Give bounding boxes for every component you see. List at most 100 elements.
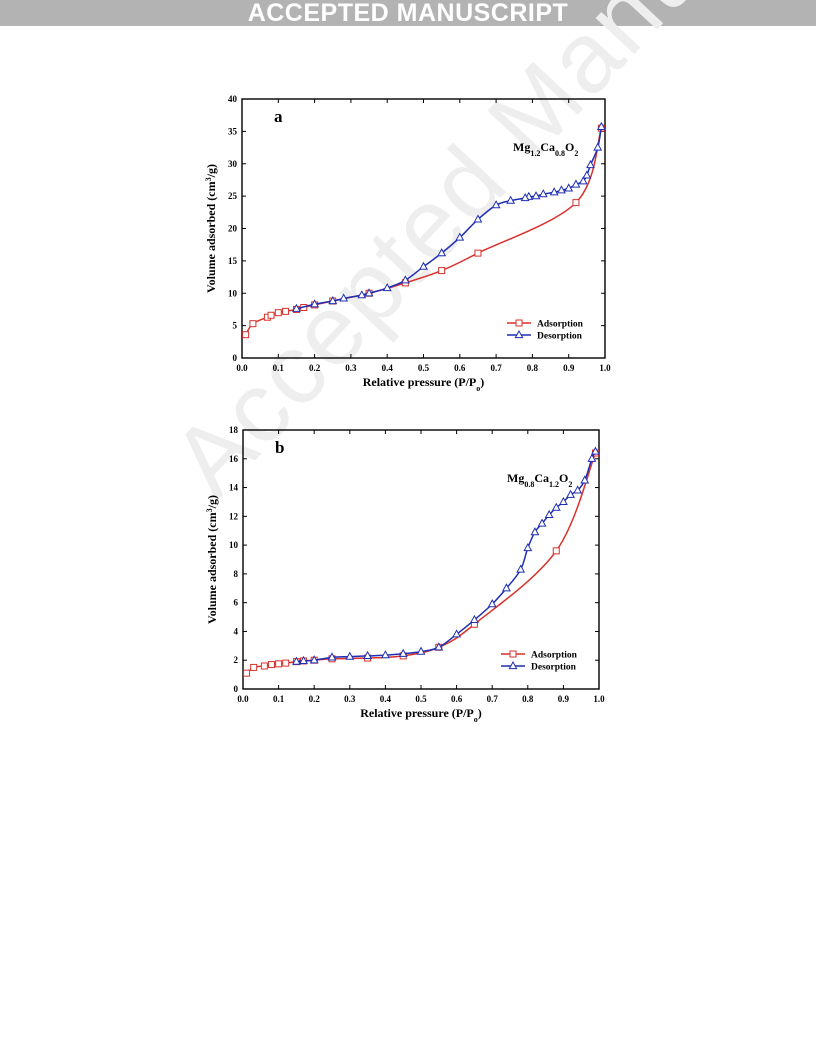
data-point-desorption [544,509,554,518]
y-tick-label: 40 [228,94,238,104]
x-tick-label: 0.5 [415,694,427,704]
data-point-desorption [566,489,575,498]
legend-label: Desorption [537,332,583,342]
chart-a: 0.0 0.1 0.2 0.3 0.4 0.5 0.6 0.7 0.8 0.9 1.0 0 5 10 15 2… [200,88,620,393]
data-point-desorption [501,583,511,592]
sample-formula: Mg1.2Ca0.8O2 [513,140,578,158]
x-tick-label: 0.0 [237,694,249,704]
legend-marker [515,319,523,327]
data-point-desorption [400,275,410,284]
legend-marker [514,329,524,339]
data-point-adsorption [552,547,560,555]
y-tick-label: 15 [228,256,238,266]
series-line-adsorption [244,127,603,336]
data-point-desorption [491,200,501,209]
y-tick-label: 5 [233,321,238,331]
data-point-adsorption [572,199,580,207]
panel-label: a [274,107,283,126]
data-point-desorption [523,542,533,552]
data-point-desorption [582,170,592,179]
chart-a-svg: 0.0 0.1 0.2 0.3 0.4 0.5 0.6 0.7 0.8 0.9 1.0 0 5 10 15 2… [204,94,612,393]
y-tick-label: 12 [229,511,239,521]
banner-text: ACCEPTED MANUSCRIPT [247,0,569,27]
data-point-desorption [309,655,319,664]
data-point-desorption [551,502,561,511]
y-tick-label: 20 [228,224,238,234]
x-tick-label: 1.0 [599,363,611,373]
data-point-desorption [339,293,349,302]
data-point-adsorption [242,331,250,339]
x-tick-label: 0.4 [382,363,394,373]
x-tick-label: 0.9 [558,694,570,704]
data-point-desorption [328,295,338,305]
data-point-desorption [382,283,392,292]
data-point-adsorption [260,662,268,670]
x-axis-label: Relative pressure (P/Po) [360,706,482,724]
data-point-desorption [469,614,479,624]
data-point-desorption [556,185,566,194]
data-point-adsorption [243,669,251,677]
data-point-adsorption [267,661,275,669]
data-point-desorption [292,303,301,312]
data-point-desorption [571,179,581,188]
data-point-desorption [564,183,574,192]
data-point-desorption [345,651,355,660]
chart-b: 0.0 0.1 0.2 0.3 0.4 0.5 0.6 0.7 0.8 0.9 1.0 0 2 4 6 8 10… [200,420,620,730]
y-tick-label: 10 [228,288,238,298]
legend-label: Adsorption [537,320,584,330]
panel-label: b [275,438,284,457]
data-point-desorption [299,655,308,665]
x-tick-label: 0.3 [344,694,356,704]
data-point-desorption [473,214,483,223]
series-line-adsorption [246,452,597,674]
data-point-adsorption [274,309,282,317]
data-point-desorption [596,121,606,130]
x-tick-label: 0.6 [451,694,463,704]
data-point-desorption [327,652,337,661]
x-tick-label: 1.0 [593,694,605,704]
x-tick-label: 0.5 [418,363,430,373]
y-tick-label: 2 [234,655,239,665]
data-point-desorption [593,142,603,151]
data-point-adsorption [282,307,290,315]
chart-b-svg: 0.0 0.1 0.2 0.3 0.4 0.5 0.6 0.7 0.8 0.9 1.0 0 2 4 6 8 10… [205,425,606,724]
data-point-desorption [586,160,595,169]
data-point-desorption [455,232,465,241]
y-tick-label: 30 [228,159,238,169]
data-point-adsorption [249,320,257,328]
data-point-desorption [573,485,583,494]
y-tick-label: 16 [229,454,239,464]
x-tick-label: 0.7 [490,363,502,373]
data-point-adsorption [267,311,275,319]
data-point-desorption [363,650,373,660]
legend-marker [509,650,517,658]
y-tick-label: 18 [229,425,239,435]
x-tick-label: 0.1 [273,694,285,704]
data-point-desorption [537,518,547,527]
x-tick-label: 0.6 [454,363,466,373]
legend-label: Desorption [531,663,577,673]
x-tick-label: 0.7 [487,694,499,704]
y-tick-label: 10 [229,540,239,550]
x-tick-label: 0.4 [380,694,392,704]
data-point-desorption [419,261,428,270]
data-point-desorption [398,648,408,657]
x-tick-label: 0.0 [236,363,248,373]
data-point-desorption [578,176,588,185]
manuscript-banner: ACCEPTED MANUSCRIPT [0,0,816,27]
data-point-desorption [291,656,301,665]
data-point-desorption [434,642,444,651]
x-tick-label: 0.8 [522,694,534,704]
data-point-adsorption [250,663,258,671]
y-axis-label: Volume adsorbed (cm3/g) [205,495,220,624]
data-point-desorption [580,475,590,484]
y-tick-label: 0 [234,684,239,694]
data-point-desorption [416,646,426,655]
y-tick-label: 35 [228,126,238,136]
data-point-adsorption [282,659,290,667]
data-point-desorption [516,564,526,573]
sample-formula: Mg0.8Ca1.2O2 [507,471,572,489]
x-tick-label: 0.8 [527,363,539,373]
data-point-desorption [506,195,516,204]
y-tick-label: 6 [234,598,239,608]
